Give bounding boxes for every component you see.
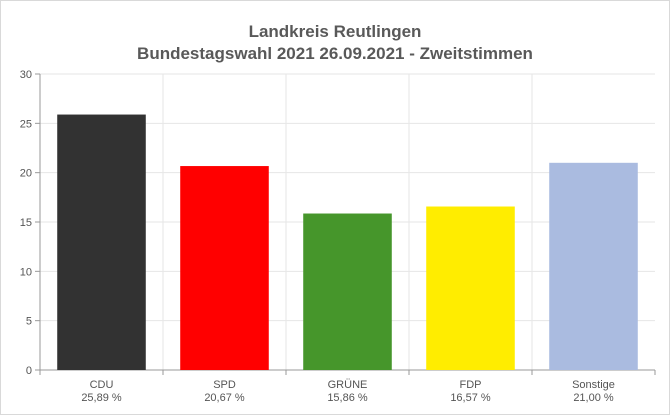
bar-sonstige xyxy=(549,162,638,370)
y-tick-label: 20 xyxy=(20,168,32,180)
y-tick-label: 0 xyxy=(26,365,32,377)
bar-fdp xyxy=(426,206,515,370)
bar-value-label: 20,67 % xyxy=(204,392,245,404)
bar-value-label: 16,57 % xyxy=(450,392,491,404)
y-tick-label: 5 xyxy=(26,316,32,328)
chart-title: Landkreis Reutlingen xyxy=(248,22,422,41)
bar-value-label: 15,86 % xyxy=(327,392,368,404)
bar-spd xyxy=(180,166,269,370)
y-tick-label: 15 xyxy=(20,217,32,229)
bar-cdu xyxy=(57,114,146,370)
bar-value-label: 25,89 % xyxy=(81,392,122,404)
bar-gr-ne xyxy=(303,213,392,370)
y-tick-label: 10 xyxy=(20,266,32,278)
x-category-label: GRÜNE xyxy=(328,379,368,391)
x-category-label: CDU xyxy=(90,379,114,391)
bar-value-label: 21,00 % xyxy=(573,392,614,404)
y-tick-label: 30 xyxy=(20,69,32,81)
x-category-label: SPD xyxy=(213,379,236,391)
y-tick-label: 25 xyxy=(20,118,32,130)
x-category-label: Sonstige xyxy=(572,379,615,391)
chart-subtitle: Bundestagswahl 2021 26.09.2021 - Zweitst… xyxy=(137,44,533,63)
x-category-label: FDP xyxy=(460,379,482,391)
